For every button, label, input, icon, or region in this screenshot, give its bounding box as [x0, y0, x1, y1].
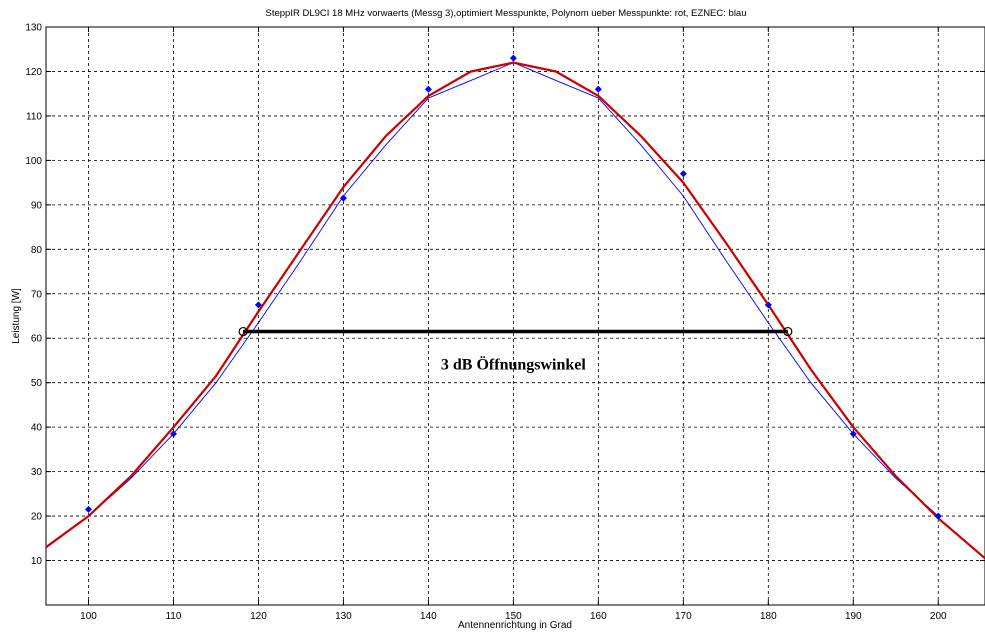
annotation-group: 3 dB Öffnungswinkel — [238, 326, 793, 373]
x-axis-label: Antennenrichtung in Grad — [458, 620, 572, 631]
data-point — [934, 512, 942, 520]
series-group — [45, 54, 985, 560]
annotation-label: 3 dB Öffnungswinkel — [441, 355, 586, 373]
x-tick-label: 170 — [675, 611, 692, 622]
y-tick-label: 110 — [26, 111, 42, 122]
x-tick-label: 190 — [845, 611, 862, 622]
x-tick-label: 150 — [505, 611, 522, 622]
y-tick-label: 90 — [31, 200, 43, 211]
x-tick-label: 180 — [760, 611, 777, 622]
data-point — [509, 54, 517, 62]
series-polynom-line — [45, 61, 985, 560]
x-tick-label: 140 — [420, 611, 437, 622]
y-tick-label: 100 — [25, 156, 42, 167]
x-tick-label: 110 — [165, 611, 181, 622]
annotation-marker-left — [238, 326, 248, 337]
data-point — [594, 85, 602, 93]
y-tick-label: 20 — [31, 512, 43, 523]
y-tick-label: 80 — [31, 245, 43, 256]
y-tick-label: 70 — [31, 289, 43, 300]
y-axis-label: Leistung [W] — [11, 288, 22, 344]
plot-frame — [45, 26, 985, 606]
y-tick-label: 120 — [25, 67, 42, 78]
y-tick-label: 30 — [31, 467, 43, 478]
annotation-marker-right — [783, 326, 793, 337]
y-tick-label: 130 — [25, 23, 42, 34]
x-tick-label: 200 — [930, 611, 947, 622]
chart-title: SteppIR DL9CI 18 MHz vorwaerts (Messg 3)… — [266, 8, 747, 19]
data-point — [254, 301, 262, 309]
data-point — [764, 301, 772, 309]
data-point — [339, 194, 347, 202]
axis-ticks: 100 110 120 130 140 150 160 170 180 190 200 10 20 30 4… — [25, 23, 985, 622]
x-tick-label: 130 — [335, 611, 352, 622]
data-point — [169, 430, 177, 438]
x-tick-label: 120 — [250, 611, 267, 622]
data-point — [84, 505, 92, 513]
x-tick-label: 100 — [80, 611, 97, 622]
grid — [46, 27, 985, 605]
y-tick-label: 40 — [31, 423, 43, 434]
data-point — [849, 430, 857, 438]
y-tick-label: 60 — [31, 334, 43, 345]
y-tick-label: 10 — [31, 556, 43, 567]
y-tick-label: 50 — [31, 378, 43, 389]
x-tick-label: 160 — [590, 611, 607, 622]
data-point — [679, 170, 687, 178]
data-point — [424, 85, 432, 93]
